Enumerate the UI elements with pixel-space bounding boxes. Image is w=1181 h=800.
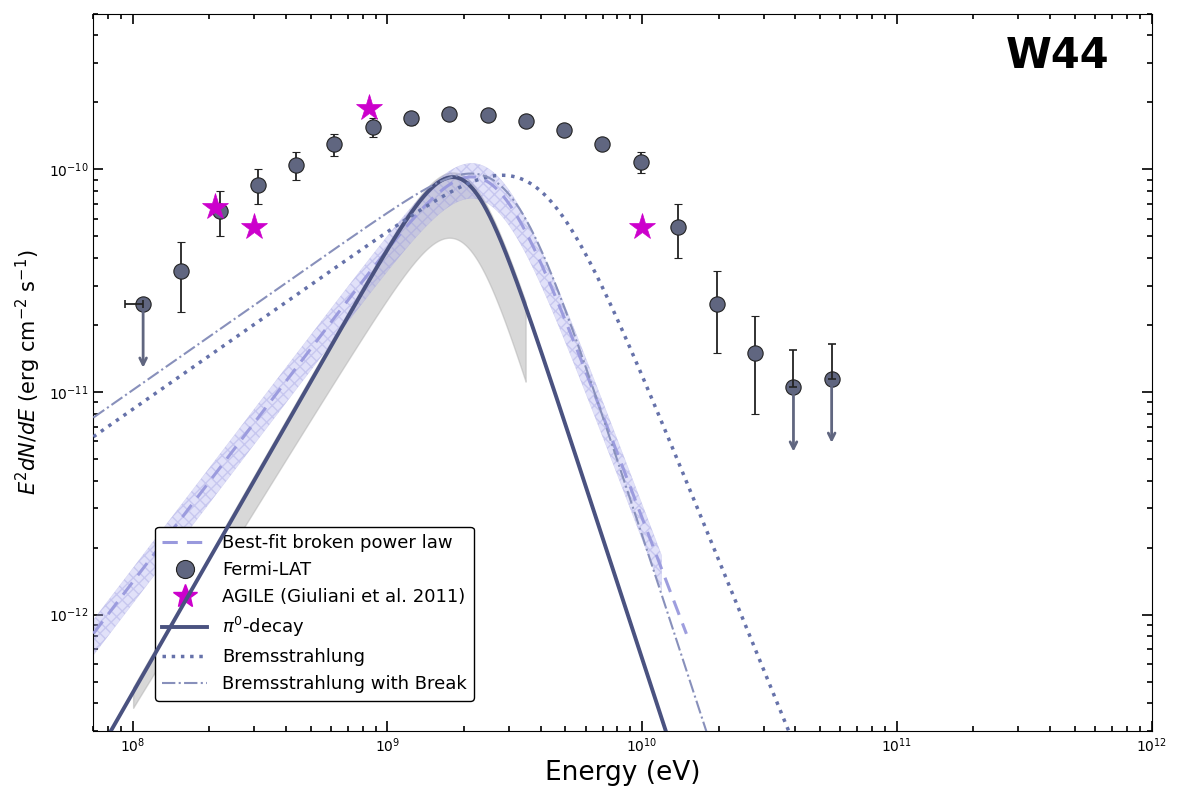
Bremsstrahlung with Break <box>280 278 294 287</box>
Line: AGILE (Giuliani et al. 2011): AGILE (Giuliani et al. 2011) <box>201 94 655 241</box>
Best-fit broken power law <box>464 172 478 182</box>
Best-fit broken power law <box>589 394 603 404</box>
Bremsstrahlung with Break <box>256 294 270 303</box>
$\pi^0$-decay <box>446 172 461 182</box>
X-axis label: Energy (eV): Energy (eV) <box>544 760 700 786</box>
Best-fit broken power law <box>272 386 286 395</box>
Best-fit broken power law <box>152 542 167 552</box>
Bremsstrahlung <box>256 313 270 322</box>
$\pi^0$-decay <box>256 459 270 469</box>
$\pi^0$-decay <box>86 757 100 766</box>
$\pi^0$-decay <box>280 418 294 428</box>
Best-fit broken power law <box>86 629 100 638</box>
Line: Bremsstrahlung: Bremsstrahlung <box>93 175 1181 800</box>
Best-fit broken power law <box>553 303 567 313</box>
Line: Bremsstrahlung with Break: Bremsstrahlung with Break <box>93 174 1181 800</box>
AGILE (Giuliani et al. 2011) <box>208 202 222 211</box>
Bremsstrahlung <box>563 222 578 232</box>
Bremsstrahlung <box>280 297 294 306</box>
Best-fit broken power law <box>621 477 635 486</box>
$\pi^0$-decay <box>563 434 578 443</box>
Legend: Best-fit broken power law, Fermi-LAT, AGILE (Giuliani et al. 2011), $\pi^0$-deca: Best-fit broken power law, Fermi-LAT, AG… <box>155 527 474 701</box>
Best-fit broken power law <box>679 629 693 638</box>
Y-axis label: $E^2 dN/dE$ (erg cm$^{-2}$ s$^{-1}$): $E^2 dN/dE$ (erg cm$^{-2}$ s$^{-1}$) <box>14 250 43 495</box>
Text: W44: W44 <box>1005 35 1109 78</box>
AGILE (Giuliani et al. 2011) <box>363 104 377 114</box>
Line: $\pi^0$-decay: $\pi^0$-decay <box>93 177 1181 800</box>
Bremsstrahlung <box>86 432 100 442</box>
Bremsstrahlung with Break <box>86 413 100 422</box>
Bremsstrahlung with Break <box>563 318 578 327</box>
AGILE (Giuliani et al. 2011) <box>247 222 261 232</box>
Best-fit broken power law <box>309 337 324 346</box>
Bremsstrahlung <box>495 170 509 180</box>
AGILE (Giuliani et al. 2011) <box>635 222 650 232</box>
Bremsstrahlung with Break <box>464 169 478 178</box>
Line: Best-fit broken power law: Best-fit broken power law <box>93 177 686 634</box>
